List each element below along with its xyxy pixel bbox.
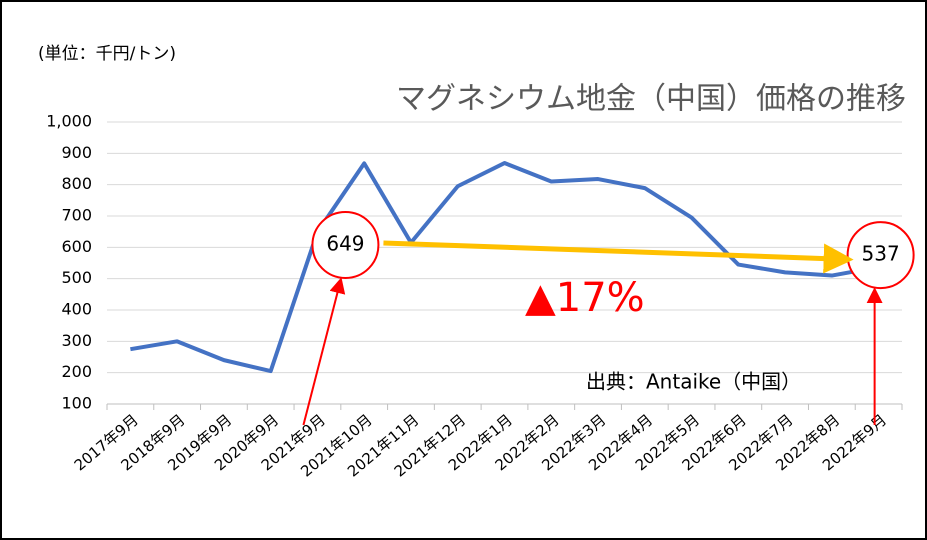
y-tick-label: 800 [61,174,92,193]
source-label: 出典：Antaike（中国） [586,370,801,394]
y-tick-label: 500 [61,268,92,287]
y-tick-label: 700 [61,206,92,225]
line-series [130,161,879,374]
data-label: 537 [862,242,900,266]
y-tick-label: 300 [61,331,92,350]
y-tick-label: 900 [61,143,92,162]
trend-arrow [383,240,854,274]
unit-label: (単位：千円/トン) [38,44,176,64]
pointer-arrow [302,277,346,426]
y-tick-label: 400 [61,300,92,319]
highlight-circle [311,210,380,279]
y-tick-label: 200 [61,362,92,381]
chart-title: マグネシウム地金（中国）価格の推移 [396,82,906,117]
y-tick-label: 100 [61,394,92,413]
change-annotation: ▲17% [525,275,645,321]
data-label: 649 [326,231,364,255]
y-tick-label: 1,000 [46,112,92,131]
y-tick-label: 600 [61,237,92,256]
